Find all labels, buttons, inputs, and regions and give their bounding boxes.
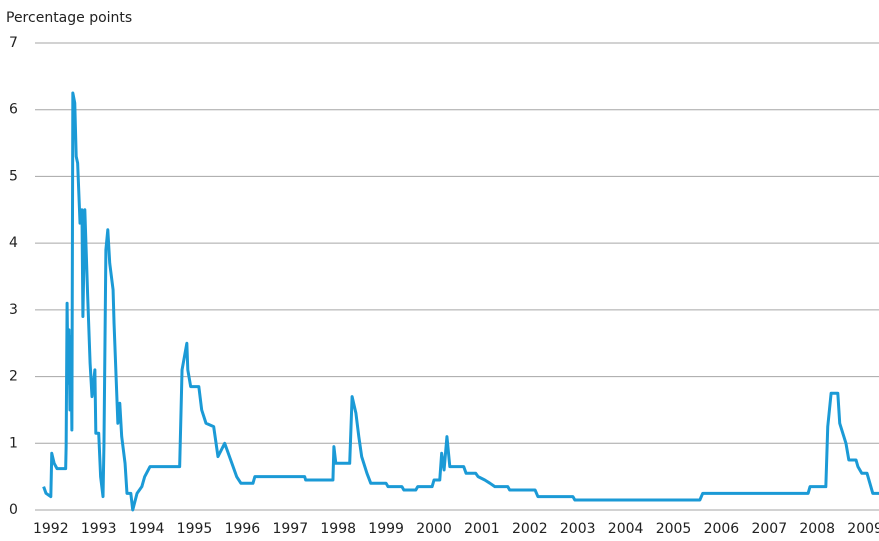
y-tick-label: 6 [9, 102, 18, 118]
x-tick-label: 2007 [751, 521, 787, 537]
y-tick-label: 0 [9, 502, 18, 518]
x-tick-label: 2004 [608, 521, 644, 537]
y-tick-label: 2 [9, 369, 18, 385]
data-line [42, 91, 879, 512]
y-tick-label: 1 [9, 435, 18, 451]
x-tick-label: 1999 [368, 521, 404, 537]
x-tick-label: 1995 [177, 521, 213, 537]
y-tick-label: 7 [9, 35, 18, 51]
x-tick-label: 2001 [464, 521, 500, 537]
x-tick-label: 1994 [129, 521, 165, 537]
x-tick-label: 2005 [656, 521, 692, 537]
x-tick-label: 2009 [847, 521, 879, 537]
x-tick-label: 2003 [560, 521, 596, 537]
x-tick-label: 1993 [81, 521, 117, 537]
x-tick-label: 2006 [704, 521, 740, 537]
y-tick-label: 4 [9, 235, 18, 251]
x-tick-label: 2002 [512, 521, 548, 537]
x-tick-label: 1998 [320, 521, 356, 537]
x-tick-label: 1997 [272, 521, 308, 537]
y-axis-title: Percentage points [6, 10, 132, 26]
y-tick-label: 3 [9, 302, 18, 318]
x-tick-label: 1992 [33, 521, 69, 537]
y-tick-label: 5 [9, 168, 18, 184]
x-tick-label: 2008 [799, 521, 835, 537]
x-tick-label: 2000 [416, 521, 452, 537]
x-tick-label: 1996 [225, 521, 261, 537]
